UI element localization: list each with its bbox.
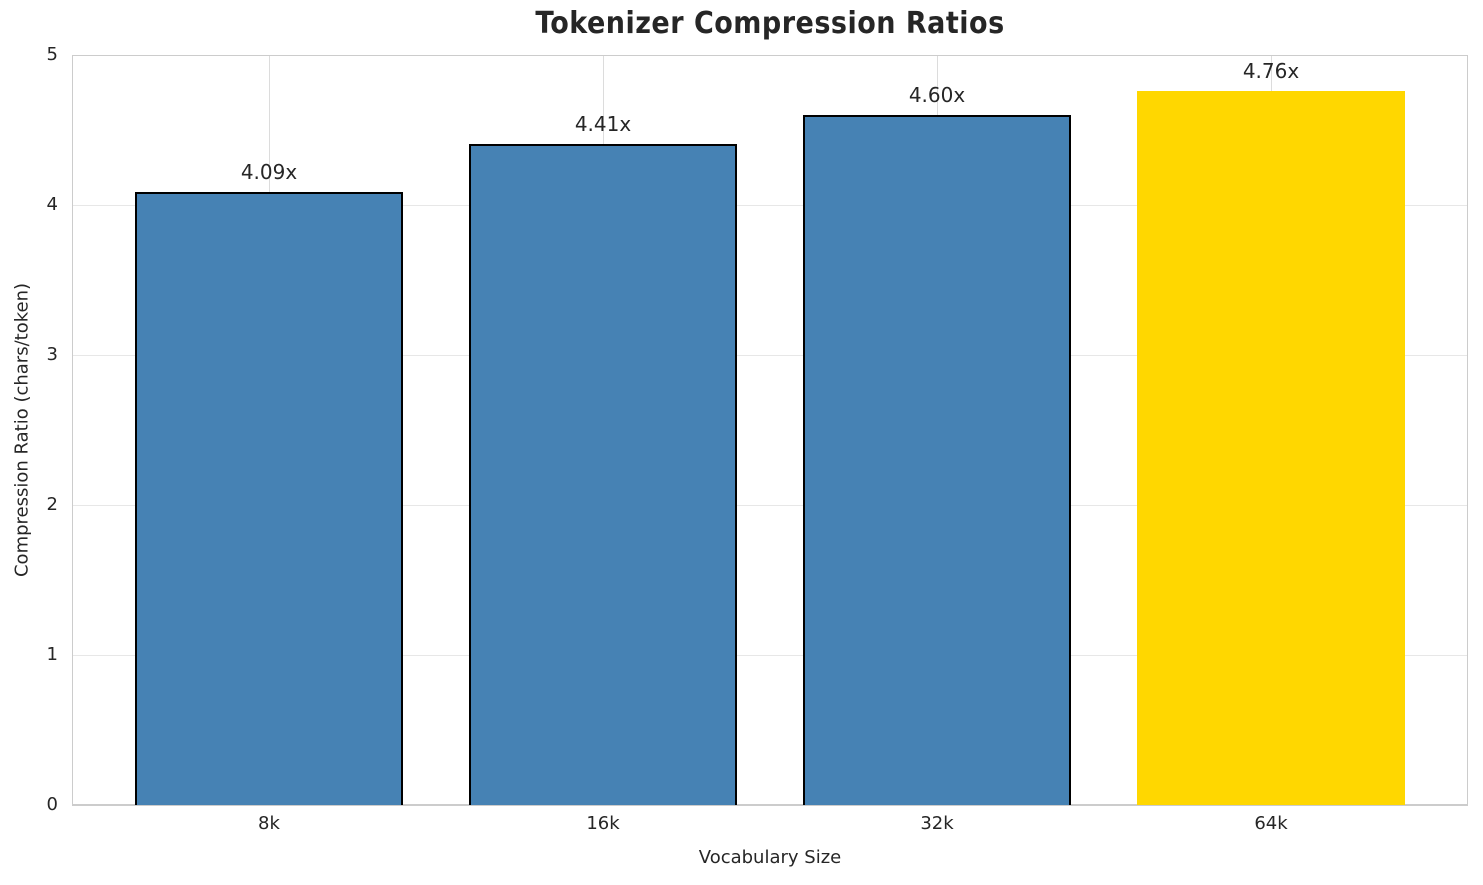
x-axis-spine [72, 805, 1468, 806]
bar-value-label: 4.41x [574, 111, 632, 136]
bar-32k [803, 115, 1071, 805]
bar-64k [1137, 91, 1405, 805]
gridline-horizontal [73, 505, 1467, 506]
chart-title: Tokenizer Compression Ratios [535, 6, 1005, 41]
y-axis-label: Compression Ratio (chars/token) [11, 282, 33, 578]
bar-8k [135, 191, 403, 805]
bar-value-label: 4.09x [240, 159, 298, 184]
y-tick-label: 2 [46, 494, 58, 515]
x-tick-label: 16k [586, 813, 620, 834]
x-tick-label: 8k [258, 813, 280, 834]
bar-value-label: 4.60x [908, 83, 966, 107]
x-tick-label: 64k [1254, 813, 1288, 834]
gridline-horizontal [73, 355, 1467, 356]
gridline-horizontal [73, 205, 1467, 206]
gridline-horizontal [73, 655, 1467, 656]
bar-value-label: 4.76x [1242, 59, 1300, 83]
x-tick-label: 32k [920, 813, 954, 834]
bar-16k [469, 143, 737, 805]
y-tick-label: 5 [46, 44, 58, 65]
y-tick-label: 4 [46, 194, 58, 215]
y-tick-label: 1 [46, 644, 58, 665]
x-axis-label: Vocabulary Size [698, 847, 842, 868]
y-tick-label: 0 [46, 794, 58, 815]
y-tick-label: 3 [46, 344, 58, 365]
